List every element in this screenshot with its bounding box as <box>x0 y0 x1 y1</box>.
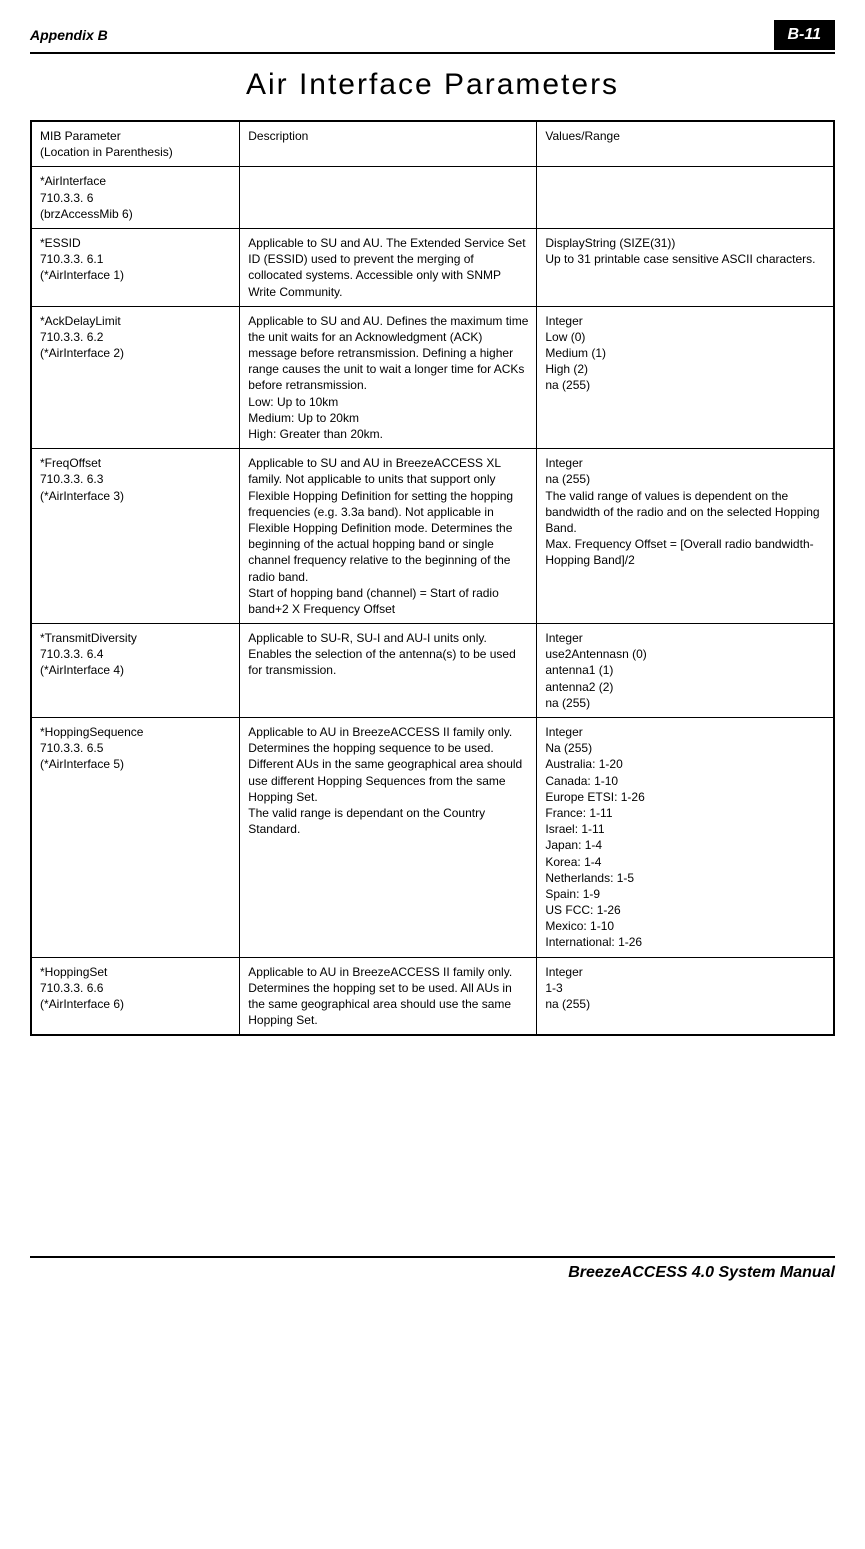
cell-description: Applicable to SU and AU in BreezeACCESS … <box>240 449 537 624</box>
table-row: *TransmitDiversity710.3.3. 6.4(*AirInter… <box>31 624 834 718</box>
cell-mib: *AirInterface710.3.3. 6(brzAccessMib 6) <box>31 167 240 229</box>
cell-mib: *AckDelayLimit710.3.3. 6.2(*AirInterface… <box>31 306 240 449</box>
table-row: *AirInterface710.3.3. 6(brzAccessMib 6) <box>31 167 834 229</box>
page-header: Appendix B B-11 <box>30 20 835 54</box>
column-header-mib: MIB Parameter(Location in Parenthesis) <box>31 121 240 167</box>
table-row: *AckDelayLimit710.3.3. 6.2(*AirInterface… <box>31 306 834 449</box>
column-header-description: Description <box>240 121 537 167</box>
page: Appendix B B-11 Air Interface Parameters… <box>0 0 865 1312</box>
table-row: *ESSID710.3.3. 6.1(*AirInterface 1) Appl… <box>31 228 834 306</box>
cell-mib: *HoppingSequence710.3.3. 6.5(*AirInterfa… <box>31 718 240 958</box>
table-row: *FreqOffset710.3.3. 6.3(*AirInterface 3)… <box>31 449 834 624</box>
cell-values: Integeruse2Antennasn (0)antenna1 (1)ante… <box>537 624 834 718</box>
column-header-values: Values/Range <box>537 121 834 167</box>
cell-mib: *TransmitDiversity710.3.3. 6.4(*AirInter… <box>31 624 240 718</box>
cell-description: Applicable to SU and AU. The Extended Se… <box>240 228 537 306</box>
cell-values: DisplayString (SIZE(31))Up to 31 printab… <box>537 228 834 306</box>
cell-mib: *ESSID710.3.3. 6.1(*AirInterface 1) <box>31 228 240 306</box>
page-title: Air Interface Parameters <box>30 68 835 102</box>
cell-description: Applicable to AU in BreezeACCESS II fami… <box>240 718 537 958</box>
table-row: *HoppingSet710.3.3. 6.6(*AirInterface 6)… <box>31 957 834 1035</box>
table-row: *HoppingSequence710.3.3. 6.5(*AirInterfa… <box>31 718 834 958</box>
cell-values: IntegerLow (0)Medium (1)High (2)na (255) <box>537 306 834 449</box>
cell-description <box>240 167 537 229</box>
table-header-row: MIB Parameter(Location in Parenthesis) D… <box>31 121 834 167</box>
cell-description: Applicable to SU-R, SU-I and AU-I units … <box>240 624 537 718</box>
manual-title: BreezeACCESS 4.0 System Manual <box>30 1264 835 1282</box>
cell-values <box>537 167 834 229</box>
cell-mib: *HoppingSet710.3.3. 6.6(*AirInterface 6) <box>31 957 240 1035</box>
page-number: B-11 <box>774 20 836 50</box>
appendix-label: Appendix B <box>30 27 108 43</box>
cell-mib: *FreqOffset710.3.3. 6.3(*AirInterface 3) <box>31 449 240 624</box>
cell-values: Integer1-3na (255) <box>537 957 834 1035</box>
page-footer: BreezeACCESS 4.0 System Manual <box>30 1256 835 1282</box>
cell-description: Applicable to AU in BreezeACCESS II fami… <box>240 957 537 1035</box>
footer-divider <box>30 1256 835 1258</box>
cell-values: Integerna (255)The valid range of values… <box>537 449 834 624</box>
cell-values: IntegerNa (255)Australia: 1-20Canada: 1-… <box>537 718 834 958</box>
cell-description: Applicable to SU and AU. Defines the max… <box>240 306 537 449</box>
parameters-table: MIB Parameter(Location in Parenthesis) D… <box>30 120 835 1036</box>
